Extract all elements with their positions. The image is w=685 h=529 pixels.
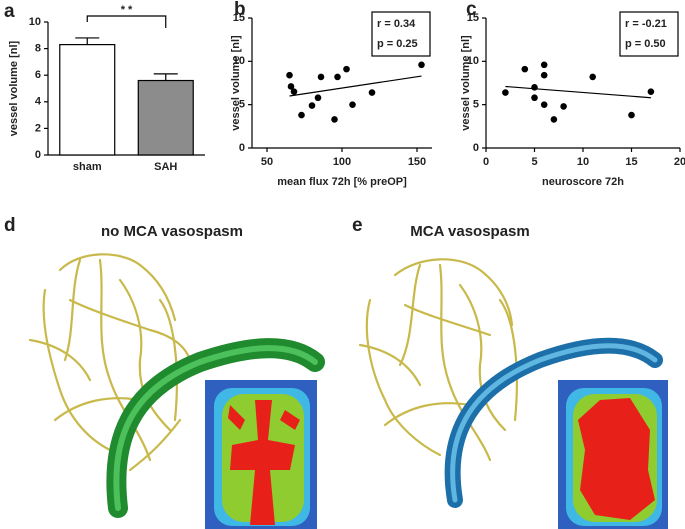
point	[540, 61, 548, 69]
y-tick-label: 2	[35, 122, 41, 134]
point	[287, 83, 295, 90]
point	[334, 73, 341, 81]
panel-label: b	[234, 0, 246, 20]
x-tick-label: 15	[625, 156, 637, 168]
y-tick-label: 15	[233, 12, 245, 24]
panel-title: no MCA vasospasm	[101, 223, 243, 240]
vessel-render	[28, 253, 192, 472]
y-tick-label: 10	[233, 55, 245, 67]
point	[560, 103, 567, 110]
y-tick-label: 0	[473, 142, 479, 154]
significance-bracket	[86, 15, 167, 28]
x-tick-label: 100	[333, 156, 351, 168]
point	[540, 101, 548, 108]
y-tick-label: 4	[35, 96, 42, 108]
stats-text: r = -0.21	[625, 18, 667, 30]
heatmap	[558, 380, 668, 529]
vessel-render	[358, 258, 518, 462]
y-tick-label: 0	[239, 142, 245, 154]
x-tick-label: 10	[577, 156, 589, 168]
y-axis-title: vessel volume [nl]	[230, 35, 242, 131]
stats-box	[619, 11, 679, 57]
point	[343, 65, 350, 73]
bar	[137, 79, 194, 156]
panel-label: c	[466, 0, 477, 20]
y-tick-label: 10	[467, 55, 479, 67]
x-tick-label: sham	[73, 161, 102, 173]
y-tick-label: 8	[35, 43, 41, 55]
point	[298, 111, 305, 119]
point	[550, 116, 558, 123]
point	[521, 65, 529, 73]
significance-label: * *	[121, 4, 133, 16]
point	[647, 88, 655, 95]
point	[290, 88, 298, 95]
bar	[59, 44, 116, 156]
x-tick-label: 50	[261, 156, 273, 168]
point	[589, 73, 596, 81]
y-tick-label: 5	[473, 99, 479, 111]
x-tick-label: SAH	[154, 161, 177, 173]
y-tick-label: 0	[35, 149, 41, 161]
stats-text: r = 0.34	[377, 18, 416, 30]
catheter-highlight	[450, 343, 658, 503]
x-tick-label: 150	[408, 156, 426, 168]
stats-text: p = 0.50	[625, 38, 666, 50]
x-tick-label: 5	[531, 156, 537, 168]
catheter-highlight	[113, 345, 318, 511]
stats-box	[371, 11, 431, 57]
point	[540, 71, 548, 79]
y-axis-title: vessel volume [nl]	[8, 40, 20, 136]
x-tick-label: 0	[483, 156, 489, 168]
point	[308, 102, 316, 109]
point	[502, 89, 509, 96]
point	[314, 94, 322, 102]
y-tick-label: 10	[29, 16, 41, 28]
point	[368, 89, 376, 96]
x-axis-title: neuroscore 72h	[542, 176, 624, 188]
panel-label: e	[352, 215, 363, 236]
panel-label: d	[4, 215, 16, 236]
trend-line	[505, 85, 651, 99]
panel-label: a	[4, 1, 15, 22]
heatmap	[205, 380, 317, 529]
panel-title: MCA vasospasm	[410, 223, 530, 240]
x-tick-label: 20	[674, 156, 685, 168]
y-tick-label: 5	[239, 99, 245, 111]
point	[286, 71, 293, 79]
point	[628, 111, 635, 119]
point	[349, 101, 356, 108]
point	[531, 94, 538, 102]
x-axis-title: mean flux 72h [% preOP]	[277, 176, 407, 188]
y-tick-label: 15	[467, 12, 479, 24]
trend-line	[289, 75, 422, 97]
stats-text: p = 0.25	[377, 38, 418, 50]
point	[317, 73, 325, 81]
y-tick-label: 6	[35, 69, 41, 81]
point	[331, 116, 338, 123]
point	[531, 84, 538, 91]
y-axis-title: vessel volume [nl]	[460, 35, 472, 131]
point	[418, 61, 425, 69]
